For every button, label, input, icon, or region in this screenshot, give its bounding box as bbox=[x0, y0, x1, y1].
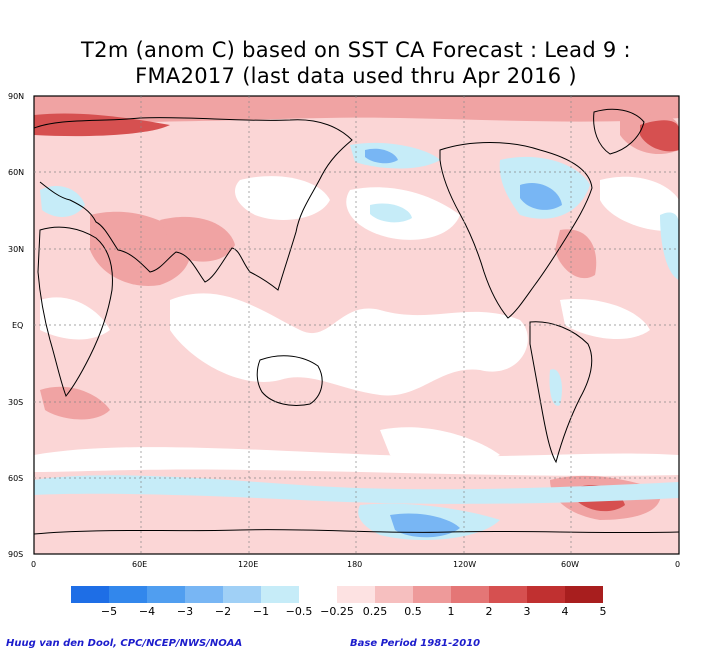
lat-label: 90S bbox=[8, 550, 23, 559]
legend-swatch bbox=[147, 586, 185, 603]
legend-swatch bbox=[223, 586, 261, 603]
legend-swatch bbox=[527, 586, 565, 603]
map-title-line-2: FMA2017 (last data used thru Apr 2016 ) bbox=[135, 64, 577, 88]
south-america-coast bbox=[529, 321, 593, 464]
north-america-coast bbox=[439, 142, 593, 319]
legend-label: 5 bbox=[600, 605, 607, 618]
legend-label: −4 bbox=[139, 605, 155, 618]
lon-label: 60W bbox=[561, 560, 579, 569]
legend-label: 3 bbox=[524, 605, 531, 618]
legend-label: −3 bbox=[177, 605, 193, 618]
legend-swatch bbox=[185, 586, 223, 603]
legend-swatch bbox=[299, 586, 337, 603]
lat-label: 30N bbox=[8, 245, 24, 254]
legend-swatch bbox=[337, 586, 375, 603]
lat-label: 90N bbox=[8, 92, 24, 101]
map-title-line-1: T2m (anom C) based on SST CA Forecast : … bbox=[81, 38, 631, 62]
africa-coast bbox=[37, 226, 113, 397]
legend-label: −5 bbox=[101, 605, 117, 618]
lat-label: 30S bbox=[8, 398, 23, 407]
legend-label: 0.25 bbox=[363, 605, 388, 618]
eurasia-coast bbox=[34, 117, 353, 291]
lon-label: 0 bbox=[675, 560, 680, 569]
lon-label: 120W bbox=[453, 560, 476, 569]
lat-label: EQ bbox=[12, 321, 23, 330]
legend-label: −0.25 bbox=[320, 605, 354, 618]
legend-swatch bbox=[451, 586, 489, 603]
legend-swatch bbox=[71, 586, 109, 603]
legend-label: 2 bbox=[486, 605, 493, 618]
greenland-coast bbox=[593, 108, 645, 155]
australia-coast bbox=[256, 355, 323, 406]
legend-label: 1 bbox=[448, 605, 455, 618]
lon-label: 180 bbox=[347, 560, 362, 569]
lon-label: 60E bbox=[132, 560, 147, 569]
legend-label: −0.5 bbox=[286, 605, 313, 618]
legend-swatch bbox=[565, 586, 603, 603]
legend-label: −2 bbox=[215, 605, 231, 618]
legend-swatch bbox=[413, 586, 451, 603]
author-credit: Huug van den Dool, CPC/NCEP/NWS/NOAA bbox=[6, 638, 243, 649]
strong-cool-anomalies bbox=[365, 148, 562, 538]
lat-label: 60S bbox=[8, 474, 23, 483]
legend-label: 0.5 bbox=[404, 605, 422, 618]
antarctica-coast bbox=[34, 529, 679, 535]
axis-labels: 90N 60N 30N EQ 30S 60S 90S 0 60E 120E 18… bbox=[8, 92, 680, 569]
lat-label: 60N bbox=[8, 168, 24, 177]
base-period-note: Base Period 1981-2010 bbox=[350, 638, 481, 649]
legend-swatch bbox=[261, 586, 299, 603]
legend-label: −1 bbox=[253, 605, 269, 618]
legend-swatch bbox=[489, 586, 527, 603]
color-legend: −5 −4 −3 −2 −1 −0.5 −0.25 0.25 0.5 1 2 3 4 5 bbox=[71, 586, 607, 618]
legend-label: 4 bbox=[562, 605, 569, 618]
coastlines bbox=[34, 108, 679, 535]
legend-swatch bbox=[109, 586, 147, 603]
graticule bbox=[34, 96, 679, 554]
lon-label: 0 bbox=[31, 560, 36, 569]
legend-swatch bbox=[375, 586, 413, 603]
lon-label: 120E bbox=[238, 560, 258, 569]
